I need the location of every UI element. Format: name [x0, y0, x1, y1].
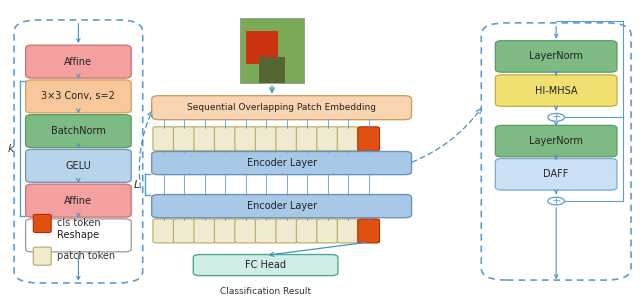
- FancyBboxPatch shape: [214, 219, 236, 243]
- FancyBboxPatch shape: [358, 127, 380, 151]
- Text: FC Head: FC Head: [245, 260, 286, 270]
- Bar: [240, 18, 304, 83]
- Text: k: k: [8, 143, 14, 154]
- FancyBboxPatch shape: [173, 219, 195, 243]
- FancyBboxPatch shape: [337, 127, 359, 151]
- FancyBboxPatch shape: [495, 159, 617, 190]
- Text: Classification Result: Classification Result: [220, 287, 311, 296]
- FancyBboxPatch shape: [173, 127, 195, 151]
- Text: cls token: cls token: [57, 219, 100, 228]
- FancyBboxPatch shape: [194, 219, 216, 243]
- Bar: [259, 57, 285, 83]
- Text: LayerNorm: LayerNorm: [529, 51, 583, 61]
- FancyBboxPatch shape: [193, 255, 338, 276]
- FancyBboxPatch shape: [26, 115, 131, 148]
- FancyBboxPatch shape: [194, 127, 216, 151]
- FancyBboxPatch shape: [296, 219, 318, 243]
- FancyBboxPatch shape: [33, 214, 51, 233]
- FancyBboxPatch shape: [276, 127, 298, 151]
- FancyBboxPatch shape: [495, 125, 617, 157]
- Text: LayerNorm: LayerNorm: [529, 136, 583, 146]
- Text: Affine: Affine: [65, 57, 92, 67]
- Text: +: +: [552, 196, 561, 206]
- FancyBboxPatch shape: [255, 219, 277, 243]
- FancyBboxPatch shape: [26, 149, 131, 182]
- FancyBboxPatch shape: [337, 219, 359, 243]
- FancyBboxPatch shape: [152, 151, 412, 175]
- FancyBboxPatch shape: [495, 41, 617, 72]
- Text: Encoder Layer: Encoder Layer: [246, 158, 317, 168]
- FancyBboxPatch shape: [152, 195, 412, 218]
- FancyBboxPatch shape: [33, 247, 51, 265]
- FancyBboxPatch shape: [214, 127, 236, 151]
- Text: Reshape: Reshape: [58, 230, 99, 240]
- FancyBboxPatch shape: [255, 127, 277, 151]
- FancyBboxPatch shape: [153, 219, 175, 243]
- FancyBboxPatch shape: [153, 127, 175, 151]
- FancyBboxPatch shape: [235, 127, 257, 151]
- Text: GELU: GELU: [65, 161, 92, 171]
- Text: BatchNorm: BatchNorm: [51, 126, 106, 136]
- Text: 3×3 Conv, s=2: 3×3 Conv, s=2: [42, 91, 115, 101]
- Text: L: L: [134, 180, 140, 189]
- FancyBboxPatch shape: [317, 219, 339, 243]
- FancyBboxPatch shape: [235, 219, 257, 243]
- FancyBboxPatch shape: [26, 45, 131, 78]
- FancyBboxPatch shape: [26, 184, 131, 217]
- FancyBboxPatch shape: [317, 127, 339, 151]
- FancyBboxPatch shape: [26, 80, 131, 113]
- Text: +: +: [552, 112, 561, 122]
- FancyBboxPatch shape: [296, 127, 318, 151]
- Text: Sequential Overlapping Patch Embedding: Sequential Overlapping Patch Embedding: [187, 103, 376, 112]
- Text: DAFF: DAFF: [543, 169, 569, 179]
- FancyBboxPatch shape: [358, 219, 380, 243]
- Text: Encoder Layer: Encoder Layer: [246, 201, 317, 211]
- Text: HI-MHSA: HI-MHSA: [535, 86, 577, 96]
- FancyBboxPatch shape: [276, 219, 298, 243]
- Bar: [246, 31, 278, 64]
- Text: Affine: Affine: [65, 196, 92, 206]
- Text: patch token: patch token: [57, 251, 115, 261]
- FancyBboxPatch shape: [26, 219, 131, 252]
- FancyBboxPatch shape: [495, 75, 617, 106]
- FancyBboxPatch shape: [152, 96, 412, 120]
